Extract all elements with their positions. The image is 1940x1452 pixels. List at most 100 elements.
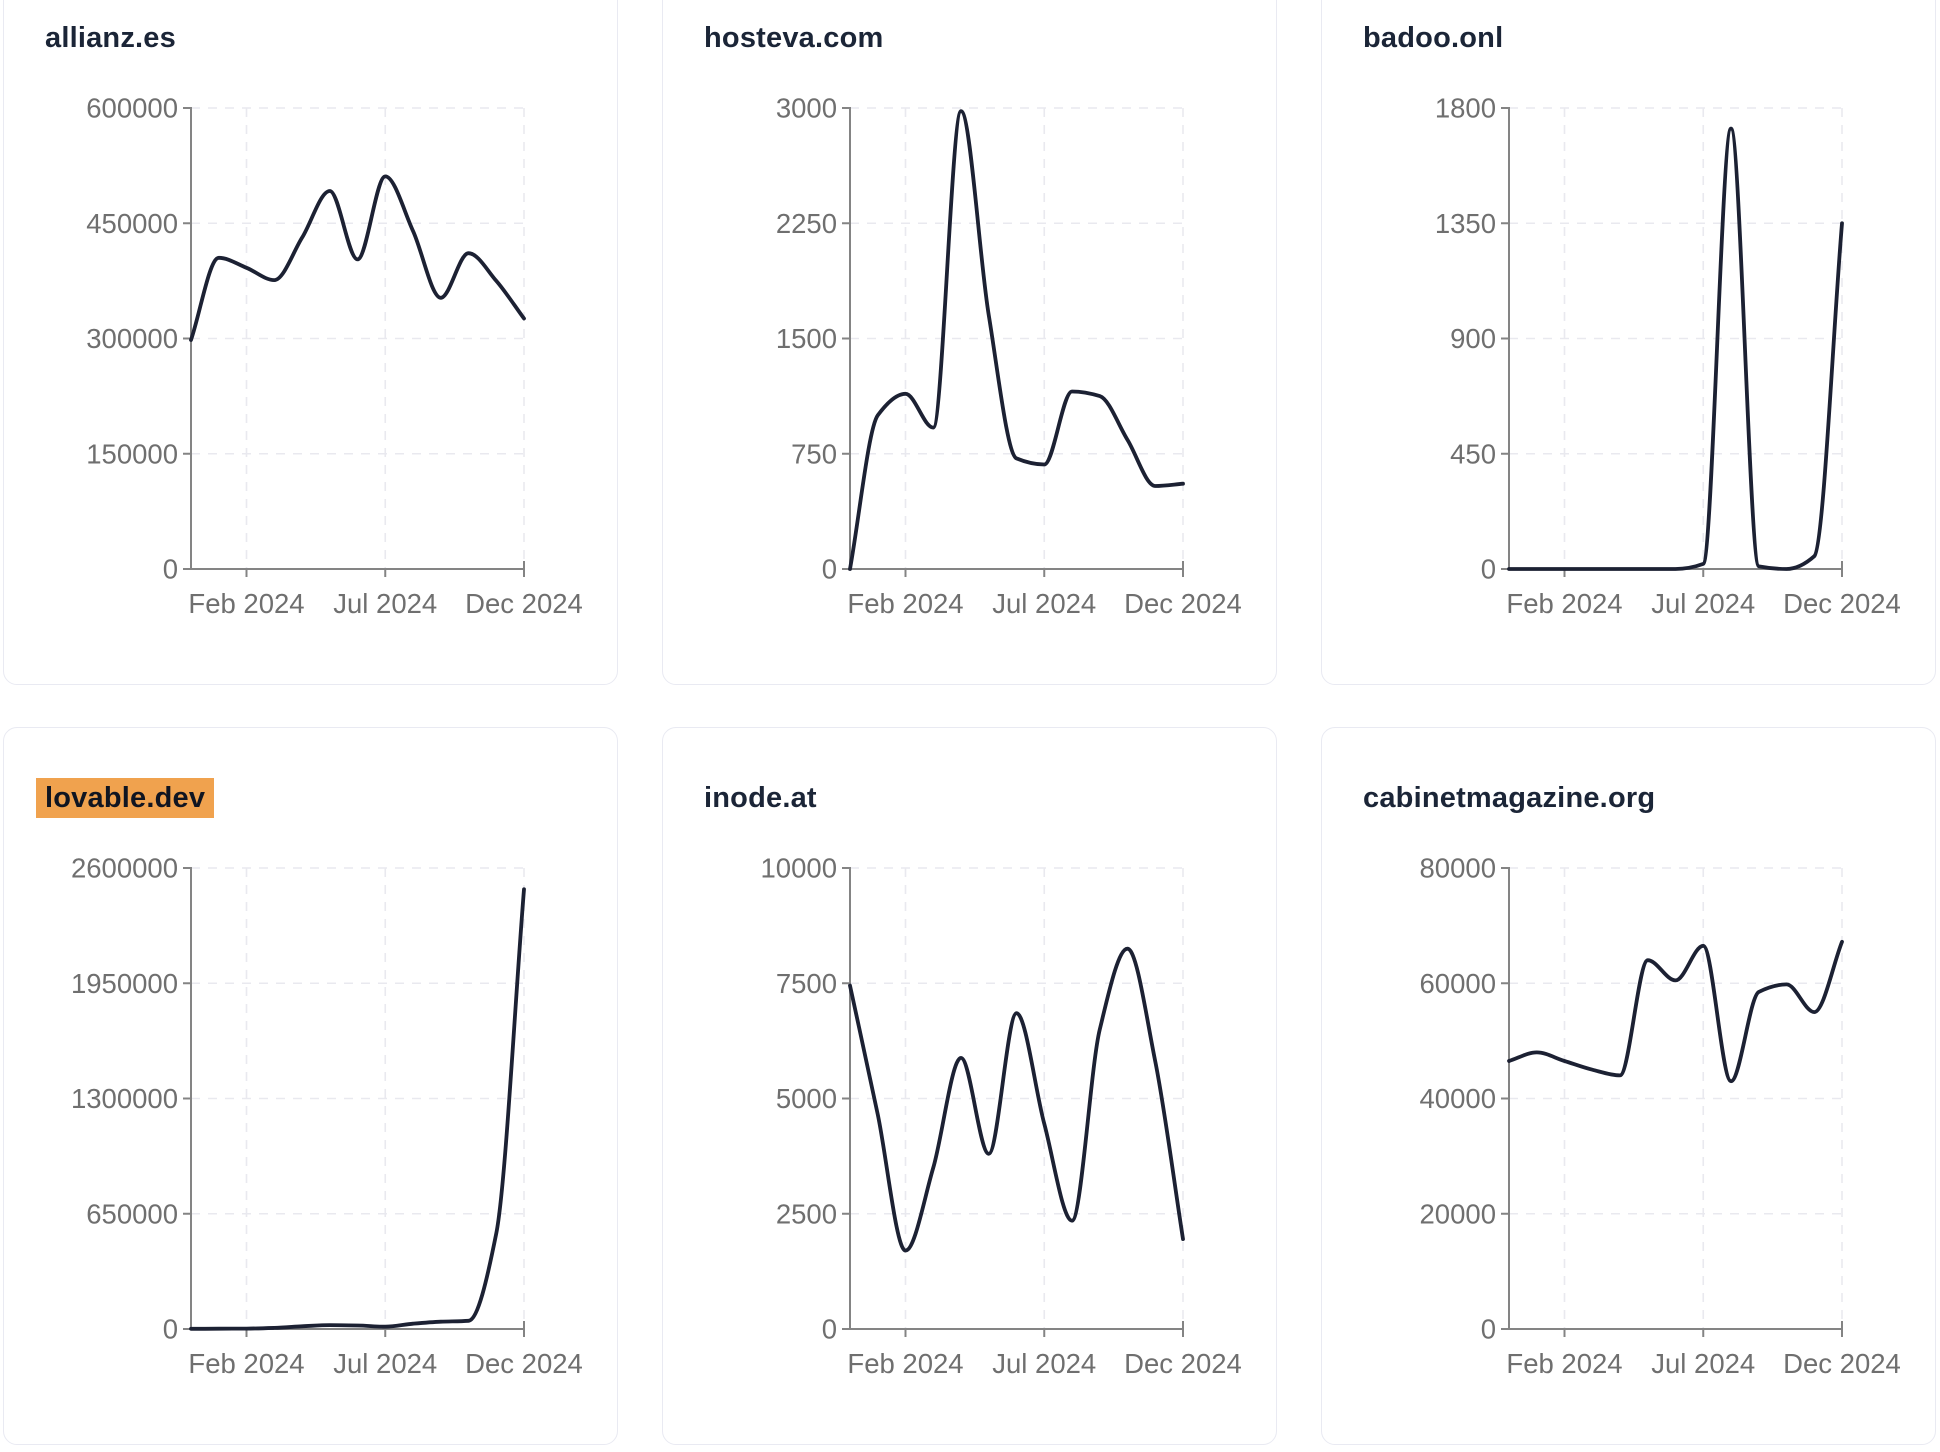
y-tick-label: 0: [1481, 554, 1496, 585]
chart-card: hosteva.com 0 750 1500 2250 3000 Feb 2024 Jul…: [662, 0, 1277, 685]
line-chart-canvas: 0 150000 300000 450000 600000 Feb 2024 Jul 20…: [86, 93, 583, 620]
chart-axes: [842, 867, 1184, 1337]
chart-axes: [842, 107, 1184, 577]
line-chart-canvas: 0 20000 40000 60000 80000 Feb 2024 Jul 2024 De…: [1420, 853, 1901, 1380]
y-tick-label: 150000: [86, 438, 178, 469]
y-tick-label: 10000: [761, 853, 837, 884]
chart-title[interactable]: badoo.onl: [1363, 22, 1504, 54]
trend-line: [848, 946, 1185, 1253]
chart-title[interactable]: hosteva.com: [704, 22, 884, 54]
line-chart-canvas: 0 2500 5000 7500 10000 Feb 2024 Jul 2024 Dec 2…: [761, 853, 1242, 1380]
trend-line: [1507, 126, 1844, 571]
y-tick-label: 80000: [1420, 853, 1496, 884]
line-chart-canvas: 0 650000 1300000 1950000 2600000 Feb 2024 Jul…: [71, 853, 583, 1380]
chart-card: allianz.es 0 150000 300000 450000 600000 Feb…: [3, 0, 618, 685]
y-tick-label: 1350: [1435, 208, 1496, 239]
y-tick-label: 60000: [1420, 968, 1496, 999]
line-chart-canvas: 0 450 900 1350 1800 Feb 2024 Jul 2024 Dec 2024: [1435, 93, 1901, 620]
x-axis-tick-labels: Feb 2024 Jul 2024 Dec 2024: [847, 588, 1241, 619]
chart-gridlines: [850, 867, 1184, 1329]
y-tick-label: 5000: [776, 1083, 837, 1114]
x-tick-label: Jul 2024: [333, 1348, 437, 1379]
x-tick-label: Dec 2024: [465, 1348, 583, 1379]
trend-line: [1507, 939, 1844, 1084]
chart-title-row: cabinetmagazine.org: [1363, 782, 1655, 814]
y-axis-tick-labels: 0 2500 5000 7500 10000: [761, 853, 837, 1345]
x-tick-label: Dec 2024: [1124, 1348, 1242, 1379]
y-tick-label: 450000: [86, 208, 178, 239]
y-tick-label: 0: [1481, 1314, 1496, 1345]
chart-card: lovable.dev 0 650000 1300000 1950000 2600000…: [3, 727, 618, 1445]
x-axis-tick-labels: Feb 2024 Jul 2024 Dec 2024: [1506, 588, 1900, 619]
y-tick-label: 20000: [1420, 1198, 1496, 1229]
y-tick-label: 0: [822, 554, 837, 585]
y-tick-label: 1300000: [71, 1083, 178, 1114]
x-tick-label: Jul 2024: [992, 588, 1096, 619]
y-axis-tick-labels: 0 20000 40000 60000 80000: [1420, 853, 1496, 1345]
y-tick-label: 3000: [776, 93, 837, 124]
y-tick-label: 750: [791, 438, 837, 469]
x-tick-label: Dec 2024: [1124, 588, 1242, 619]
chart-gridlines: [191, 867, 525, 1329]
chart-title[interactable]: inode.at: [704, 782, 817, 814]
y-tick-label: 650000: [86, 1198, 178, 1229]
chart-title-row: hosteva.com: [704, 22, 884, 54]
x-tick-label: Feb 2024: [847, 1348, 963, 1379]
trend-line: [848, 109, 1185, 571]
y-tick-label: 7500: [776, 968, 837, 999]
x-tick-label: Feb 2024: [1506, 1348, 1622, 1379]
chart-title[interactable]: lovable.dev: [36, 778, 215, 818]
chart-axes: [1501, 107, 1843, 577]
chart-gridlines: [1509, 107, 1843, 569]
y-tick-label: 600000: [86, 93, 178, 124]
chart-title-row: badoo.onl: [1363, 22, 1503, 54]
chart-title[interactable]: cabinetmagazine.org: [1363, 782, 1656, 814]
y-tick-label: 2250: [776, 208, 837, 239]
y-tick-label: 2600000: [71, 853, 178, 884]
x-tick-label: Feb 2024: [847, 588, 963, 619]
charts-grid: allianz.es 0 150000 300000 450000 600000 Feb…: [3, 0, 1940, 1445]
y-tick-label: 0: [822, 1314, 837, 1345]
line-chart-canvas: 0 750 1500 2250 3000 Feb 2024 Jul 2024 Dec 202…: [776, 93, 1242, 620]
chart-title-row: allianz.es: [45, 22, 176, 54]
x-tick-label: Jul 2024: [992, 1348, 1096, 1379]
chart-title-row: inode.at: [704, 782, 817, 814]
y-tick-label: 450: [1450, 438, 1496, 469]
x-tick-label: Jul 2024: [1651, 588, 1755, 619]
x-axis-tick-labels: Feb 2024 Jul 2024 Dec 2024: [188, 588, 582, 619]
trend-line: [189, 887, 526, 1331]
x-tick-label: Feb 2024: [188, 1348, 304, 1379]
chart-gridlines: [191, 107, 525, 569]
y-axis-tick-labels: 0 650000 1300000 1950000 2600000: [71, 853, 178, 1345]
x-tick-label: Dec 2024: [465, 588, 583, 619]
chart-title[interactable]: allianz.es: [45, 22, 176, 54]
chart-gridlines: [1509, 867, 1843, 1329]
y-tick-label: 1500: [776, 323, 837, 354]
chart-axes: [1501, 867, 1843, 1337]
x-axis-tick-labels: Feb 2024 Jul 2024 Dec 2024: [188, 1348, 582, 1379]
x-tick-label: Feb 2024: [188, 588, 304, 619]
chart-axes: [183, 107, 525, 577]
x-tick-label: Feb 2024: [1506, 588, 1622, 619]
chart-axes: [183, 867, 525, 1337]
trend-line: [189, 174, 526, 342]
y-axis-tick-labels: 0 450 900 1350 1800: [1435, 93, 1496, 585]
x-axis-tick-labels: Feb 2024 Jul 2024 Dec 2024: [847, 1348, 1241, 1379]
chart-title-row: lovable.dev: [36, 778, 215, 818]
y-tick-label: 2500: [776, 1198, 837, 1229]
y-tick-label: 0: [163, 1314, 178, 1345]
y-tick-label: 1950000: [71, 968, 178, 999]
y-tick-label: 40000: [1420, 1083, 1496, 1114]
y-tick-label: 900: [1450, 323, 1496, 354]
y-tick-label: 0: [163, 554, 178, 585]
chart-card: cabinetmagazine.org 0 20000 40000 60000 8000…: [1321, 727, 1936, 1445]
x-tick-label: Jul 2024: [333, 588, 437, 619]
x-tick-label: Dec 2024: [1783, 588, 1901, 619]
x-axis-tick-labels: Feb 2024 Jul 2024 Dec 2024: [1506, 1348, 1900, 1379]
y-tick-label: 300000: [86, 323, 178, 354]
y-tick-label: 1800: [1435, 93, 1496, 124]
chart-gridlines: [850, 107, 1184, 569]
chart-card: badoo.onl 0 450 900 1350 1800 Feb 2024 Jul 20…: [1321, 0, 1936, 685]
y-axis-tick-labels: 0 150000 300000 450000 600000: [86, 93, 178, 585]
chart-card: inode.at 0 2500 5000 7500 10000 Feb 2024 Jul …: [662, 727, 1277, 1445]
